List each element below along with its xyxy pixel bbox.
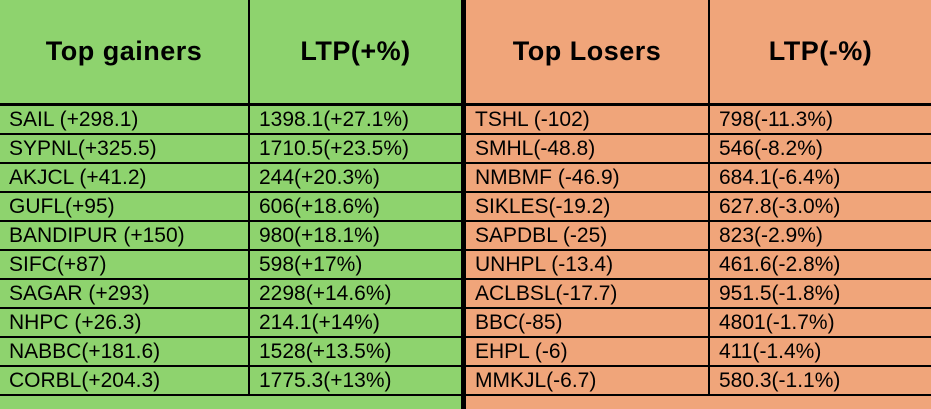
gainers-header-row: Top gainers LTP(+%) xyxy=(0,0,461,106)
ltp-cell: 214.1(+14%) xyxy=(248,307,461,338)
symbol-cell: UNHPL (-13.4) xyxy=(466,249,710,280)
losers-title: Top Losers xyxy=(466,0,710,106)
table-row: SIFC(+87) 598(+17%) xyxy=(0,249,461,280)
symbol-cell: GUFL(+95) xyxy=(0,191,250,222)
table-row: GUFL(+95) 606(+18.6%) xyxy=(0,191,461,222)
table-row: BBC(-85) 4801(-1.7%) xyxy=(466,307,931,338)
table-row: BANDIPUR (+150) 980(+18.1%) xyxy=(0,220,461,251)
symbol-cell: SIKLES(-19.2) xyxy=(466,191,710,222)
ltp-cell: 684.1(-6.4%) xyxy=(708,162,931,193)
table-row: SAIL (+298.1) 1398.1(+27.1%) xyxy=(0,103,461,135)
symbol-cell: SAGAR (+293) xyxy=(0,278,250,309)
symbol-cell: NABBC(+181.6) xyxy=(0,336,250,367)
table-row: AKJCL (+41.2) 244(+20.3%) xyxy=(0,162,461,193)
losers-table: Top Losers LTP(-%) TSHL (-102) 798(-11.3… xyxy=(466,0,931,396)
symbol-cell: TSHL (-102) xyxy=(466,103,710,135)
ltp-cell: 1775.3(+13%) xyxy=(248,365,461,396)
losers-ltp-header: LTP(-%) xyxy=(708,0,931,106)
ltp-cell: 627.8(-3.0%) xyxy=(708,191,931,222)
gainers-ltp-header: LTP(+%) xyxy=(248,0,461,106)
ltp-cell: 244(+20.3%) xyxy=(248,162,461,193)
symbol-cell: BANDIPUR (+150) xyxy=(0,220,250,251)
losers-header-row: Top Losers LTP(-%) xyxy=(466,0,931,106)
gainers-panel: Top gainers LTP(+%) SAIL (+298.1) 1398.1… xyxy=(0,0,461,409)
table-row: ACLBSL(-17.7) 951.5(-1.8%) xyxy=(466,278,931,309)
symbol-cell: NHPC (+26.3) xyxy=(0,307,250,338)
table-row: UNHPL (-13.4) 461.6(-2.8%) xyxy=(466,249,931,280)
ltp-cell: 980(+18.1%) xyxy=(248,220,461,251)
table-row: MMKJL(-6.7) 580.3(-1.1%) xyxy=(466,365,931,396)
symbol-cell: ACLBSL(-17.7) xyxy=(466,278,710,309)
ltp-cell: 606(+18.6%) xyxy=(248,191,461,222)
ltp-cell: 1528(+13.5%) xyxy=(248,336,461,367)
table-row: CORBL(+204.3) 1775.3(+13%) xyxy=(0,365,461,396)
ltp-cell: 580.3(-1.1%) xyxy=(708,365,931,396)
symbol-cell: NMBMF (-46.9) xyxy=(466,162,710,193)
symbol-cell: SAIL (+298.1) xyxy=(0,103,250,135)
ltp-cell: 4801(-1.7%) xyxy=(708,307,931,338)
symbol-cell: CORBL(+204.3) xyxy=(0,365,250,396)
symbol-cell: AKJCL (+41.2) xyxy=(0,162,250,193)
symbol-cell: SAPDBL (-25) xyxy=(466,220,710,251)
ltp-cell: 598(+17%) xyxy=(248,249,461,280)
ltp-cell: 951.5(-1.8%) xyxy=(708,278,931,309)
symbol-cell: BBC(-85) xyxy=(466,307,710,338)
ltp-cell: 823(-2.9%) xyxy=(708,220,931,251)
symbol-cell: SYPNL(+325.5) xyxy=(0,133,250,164)
ltp-cell: 2298(+14.6%) xyxy=(248,278,461,309)
ltp-cell: 1710.5(+23.5%) xyxy=(248,133,461,164)
table-row: EHPL (-6) 411(-1.4%) xyxy=(466,336,931,367)
losers-panel: Top Losers LTP(-%) TSHL (-102) 798(-11.3… xyxy=(466,0,931,409)
table-row: NMBMF (-46.9) 684.1(-6.4%) xyxy=(466,162,931,193)
symbol-cell: EHPL (-6) xyxy=(466,336,710,367)
gainers-table: Top gainers LTP(+%) SAIL (+298.1) 1398.1… xyxy=(0,0,461,396)
table-row: SAGAR (+293) 2298(+14.6%) xyxy=(0,278,461,309)
symbol-cell: SIFC(+87) xyxy=(0,249,250,280)
table-row: SIKLES(-19.2) 627.8(-3.0%) xyxy=(466,191,931,222)
table-row: NABBC(+181.6) 1528(+13.5%) xyxy=(0,336,461,367)
ltp-cell: 798(-11.3%) xyxy=(708,103,931,135)
ltp-cell: 546(-8.2%) xyxy=(708,133,931,164)
table-row: SAPDBL (-25) 823(-2.9%) xyxy=(466,220,931,251)
gainers-title: Top gainers xyxy=(0,0,250,106)
ltp-cell: 411(-1.4%) xyxy=(708,336,931,367)
ltp-cell: 1398.1(+27.1%) xyxy=(248,103,461,135)
ltp-cell: 461.6(-2.8%) xyxy=(708,249,931,280)
table-row: SMHL(-48.8) 546(-8.2%) xyxy=(466,133,931,164)
losers-tbody: TSHL (-102) 798(-11.3%) SMHL(-48.8) 546(… xyxy=(466,103,931,396)
table-row: TSHL (-102) 798(-11.3%) xyxy=(466,103,931,135)
symbol-cell: MMKJL(-6.7) xyxy=(466,365,710,396)
gainers-tbody: SAIL (+298.1) 1398.1(+27.1%) SYPNL(+325.… xyxy=(0,103,461,396)
symbol-cell: SMHL(-48.8) xyxy=(466,133,710,164)
table-row: NHPC (+26.3) 214.1(+14%) xyxy=(0,307,461,338)
table-row: SYPNL(+325.5) 1710.5(+23.5%) xyxy=(0,133,461,164)
